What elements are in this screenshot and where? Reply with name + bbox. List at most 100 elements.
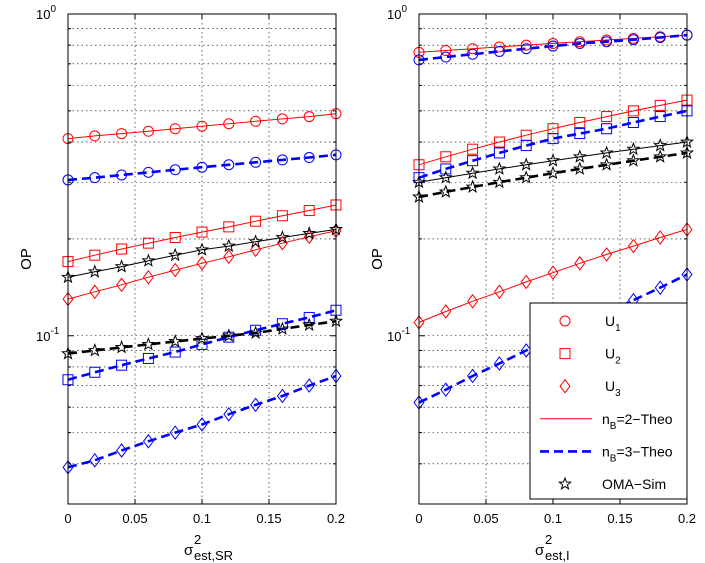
- x-axis-label-sub: est,SR: [194, 548, 233, 563]
- data-point-square: [196, 338, 208, 350]
- data-point-diamond: [169, 425, 181, 440]
- data-point-square: [520, 140, 532, 152]
- x-tick-label: 0.1: [193, 511, 211, 526]
- data-point-star: [168, 247, 183, 262]
- data-point-diamond: [654, 280, 666, 296]
- data-point-square: [169, 346, 181, 358]
- data-point-star: [302, 225, 317, 240]
- data-point-circle: [520, 43, 532, 55]
- data-point-square: [574, 128, 586, 140]
- y-axis-label: OP: [18, 248, 35, 270]
- data-point-star: [194, 242, 210, 256]
- data-point-circle: [574, 37, 586, 49]
- legend-box: [529, 302, 688, 500]
- y-tick-label: 100: [36, 4, 56, 22]
- data-point-square: [467, 143, 479, 155]
- series-line-oma-dashed: [67, 319, 337, 355]
- series-line-u3-dashed: [67, 374, 337, 469]
- series-line-oma-solid: [418, 141, 688, 183]
- data-point-circle: [440, 45, 452, 57]
- data-point-square: [223, 221, 235, 233]
- data-point-square: [223, 331, 235, 343]
- data-point-square: [467, 155, 479, 167]
- data-point-diamond: [627, 238, 639, 254]
- data-point-star: [626, 141, 641, 156]
- data-point-square: [440, 151, 452, 163]
- data-point-diamond: [250, 242, 262, 258]
- x-axis-label-base: σ: [535, 542, 545, 559]
- legend-label: nB=2−Theo: [602, 411, 673, 432]
- data-point-diamond: [520, 343, 532, 358]
- data-point-star: [141, 253, 156, 267]
- data-point-circle: [493, 45, 505, 57]
- series-line-u1-solid: [67, 113, 337, 140]
- y-tick-label: 10-1: [387, 326, 411, 344]
- data-point-star: [248, 325, 263, 340]
- data-point-square: [601, 123, 613, 135]
- data-point-star: [168, 334, 183, 348]
- data-point-circle: [627, 34, 639, 46]
- data-point-star: [438, 170, 453, 184]
- data-point-square: [627, 117, 639, 129]
- data-point-square: [196, 226, 208, 238]
- data-point-star: [572, 149, 587, 163]
- data-point-star: [519, 157, 534, 171]
- data-point-diamond: [303, 229, 315, 245]
- data-point-square: [440, 163, 452, 175]
- data-point-diamond: [223, 406, 235, 422]
- data-point-circle: [89, 172, 101, 184]
- data-point-square: [142, 352, 154, 364]
- legend: U1 U2 U3 nB=2−Theo nB=3−Theo OMA−Sim: [529, 302, 688, 500]
- data-point-star: [141, 336, 156, 351]
- legend-entry: U1: [559, 313, 621, 334]
- data-point-star: [194, 331, 210, 345]
- series-markers-u1: [62, 149, 342, 186]
- data-point-square: [116, 359, 128, 371]
- y-tick-label: 10-1: [36, 326, 60, 344]
- series-line-u2-solid: [418, 99, 688, 166]
- data-point-circle: [142, 125, 154, 137]
- grid: [419, 14, 687, 504]
- legend-entry: OMA−Sim: [557, 476, 666, 492]
- data-point-circle: [196, 120, 208, 132]
- data-point-star: [221, 328, 236, 342]
- data-point-star: [275, 321, 290, 335]
- data-point-star: [492, 174, 507, 189]
- series-markers-u2: [62, 199, 342, 268]
- data-point-star: [465, 165, 480, 180]
- data-point-star: [599, 145, 614, 159]
- legend-label: OMA−Sim: [602, 476, 666, 492]
- data-point-circle: [654, 32, 666, 44]
- data-point-circle: [223, 118, 235, 130]
- data-point-star: [275, 230, 290, 244]
- legend-marker-star: [557, 476, 573, 491]
- data-point-circle: [520, 39, 532, 51]
- data-point-diamond: [169, 262, 181, 278]
- data-point-circle: [169, 123, 181, 135]
- data-point-diamond: [276, 388, 288, 404]
- x-tick-label: 0.15: [256, 511, 281, 526]
- data-point-star: [302, 317, 317, 332]
- data-point-diamond: [89, 453, 101, 468]
- data-point-diamond: [547, 265, 559, 281]
- data-point-circle: [547, 40, 559, 52]
- data-point-diamond: [303, 378, 315, 393]
- data-point-diamond: [223, 249, 235, 265]
- data-point-square: [250, 215, 262, 227]
- x-tick-label: 0.2: [327, 511, 345, 526]
- data-point-star: [492, 161, 507, 175]
- x-axis-label-base: σ: [184, 542, 194, 559]
- data-point-circle: [601, 36, 613, 48]
- x-axis-label-sup: 2: [545, 532, 552, 547]
- legend-entry: nB=2−Theo: [540, 411, 673, 432]
- data-point-diamond: [142, 269, 154, 285]
- data-point-square: [574, 117, 586, 129]
- data-point-diamond: [493, 284, 505, 300]
- x-tick-label: 0.2: [678, 511, 696, 526]
- legend-label: U3: [605, 378, 621, 399]
- data-point-diamond: [520, 274, 532, 290]
- data-point-diamond: [493, 356, 505, 371]
- y-tick-label: 100: [387, 4, 407, 22]
- data-point-star: [545, 153, 561, 167]
